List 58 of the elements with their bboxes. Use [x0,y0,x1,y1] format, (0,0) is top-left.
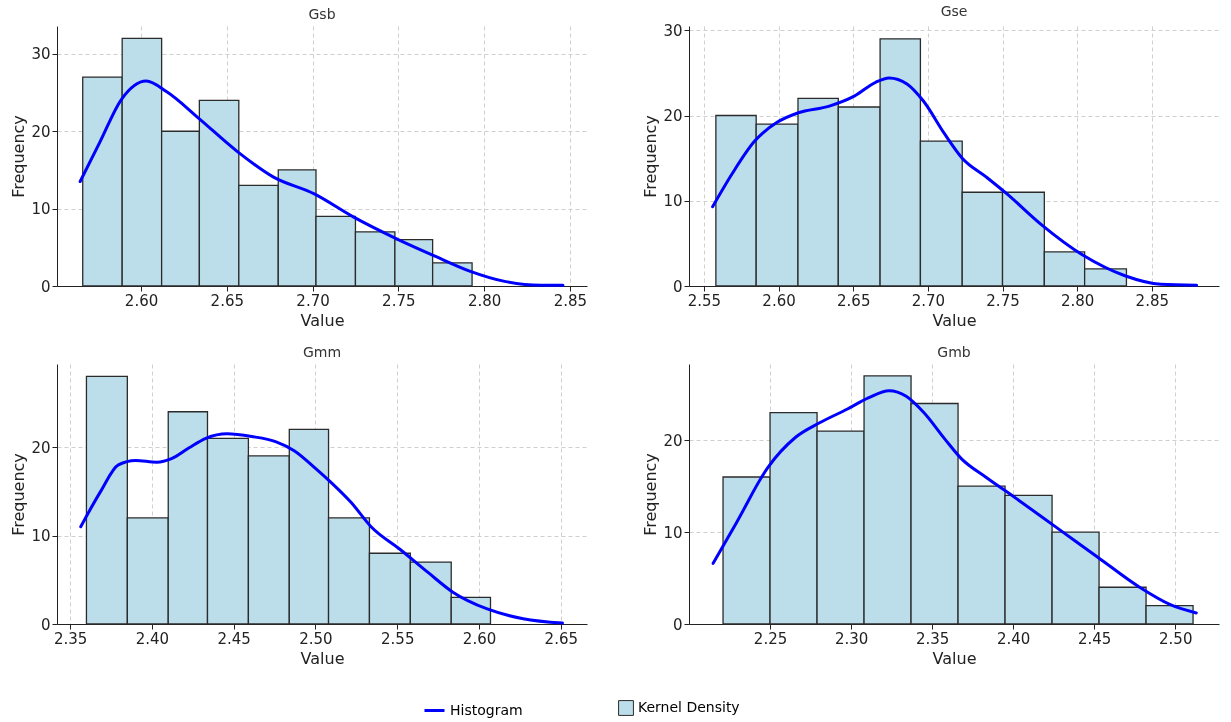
x-tick-label: 2.35 [915,629,950,648]
chart-title: Gmb [937,344,971,360]
x-axis-title: Value [932,648,977,668]
y-tick-label: 20 [663,431,683,450]
line-series [78,79,565,287]
y-tick-label: 30 [663,21,683,40]
x-tick-label: 2.75 [986,291,1020,310]
x-tick-label: 2.50 [1159,629,1193,648]
chart-title: Gsb [308,6,336,22]
x-tick-label: 2.60 [762,291,796,310]
y-tick-label: 20 [31,122,51,141]
line-series [711,76,1199,287]
chart-title: Gmm [302,344,342,360]
x-tick-label: 2.30 [834,629,869,648]
y-axis-title: Frequency [641,115,661,198]
legend-label: Kernel Density [638,699,740,715]
y-tick-label: 0 [40,615,51,634]
y-tick-label: 0 [672,277,683,296]
x-tick-label: 2.25 [753,629,788,648]
y-axis-title: Frequency [9,453,29,536]
line-series [711,389,1198,615]
y-tick-label: 10 [31,200,51,219]
chart-title: Gse [940,3,968,20]
y-tick-label: 0 [40,277,51,296]
x-tick-label: 2.55 [687,291,722,310]
x-tick-label: 2.65 [210,291,245,310]
x-axis-title: Value [300,310,345,330]
x-tick-label: 2.85 [553,291,588,310]
line-series [79,432,564,625]
x-axis-title: Value [932,310,977,330]
y-tick-label: 10 [31,527,51,546]
x-tick-label: 2.45 [217,629,251,648]
x-axis-title: Value [300,648,345,668]
y-tick-label: 20 [31,438,51,457]
y-tick-label: 10 [663,523,683,542]
x-tick-label: 2.80 [1060,291,1095,310]
x-tick-label: 2.65 [544,629,579,648]
legend-label: Histogram [450,701,523,718]
x-tick-label: 2.40 [996,629,1031,648]
x-tick-label: 2.80 [467,291,502,310]
x-tick-label: 2.85 [1135,291,1170,310]
y-tick-label: 10 [663,192,683,211]
y-axis-title: Frequency [641,453,661,536]
x-tick-label: 2.60 [124,291,159,310]
x-tick-label: 2.70 [911,291,946,310]
x-tick-label: 2.45 [1078,629,1112,648]
y-axis-title: Frequency [9,115,29,198]
x-tick-label: 2.60 [462,629,497,648]
x-tick-label: 2.35 [53,629,88,648]
x-tick-label: 2.70 [296,291,330,310]
x-tick-label: 2.55 [381,629,415,648]
y-tick-label: 0 [672,615,683,634]
x-tick-label: 2.65 [837,291,871,310]
x-tick-label: 2.40 [135,629,170,648]
x-tick-label: 2.50 [299,629,333,648]
y-tick-label: 30 [31,45,51,64]
x-tick-label: 2.75 [382,291,416,310]
y-tick-label: 20 [663,107,683,126]
